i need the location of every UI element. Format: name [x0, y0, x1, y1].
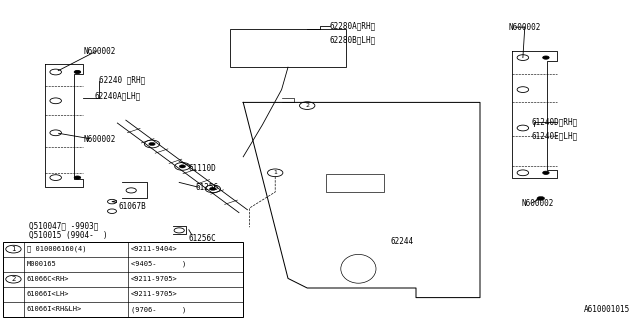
Text: 1: 1 [11, 246, 16, 252]
Bar [3, 242, 243, 317]
Circle shape [74, 70, 81, 74]
Text: 61067B: 61067B [118, 202, 146, 211]
Text: 1: 1 [273, 170, 277, 175]
Circle shape [543, 56, 549, 59]
Text: Q510047〈 -9903〉: Q510047〈 -9903〉 [29, 221, 98, 230]
Text: 62280A〈RH〉: 62280A〈RH〉 [330, 21, 376, 30]
Text: 62240 〈RH〉: 62240 〈RH〉 [99, 76, 145, 84]
Text: N600002: N600002 [83, 135, 116, 144]
Text: A610001015: A610001015 [584, 305, 630, 314]
Text: Ⓑ 010006160(4): Ⓑ 010006160(4) [27, 246, 86, 252]
Bar [230, 29, 346, 67]
Text: M000165: M000165 [27, 261, 56, 267]
Text: N600002: N600002 [83, 47, 116, 56]
Text: (9706-      ): (9706- ) [131, 306, 186, 313]
Bar [326, 174, 384, 192]
Text: <9211-9705>: <9211-9705> [131, 276, 178, 282]
Text: 2: 2 [305, 103, 309, 108]
Text: <9211-9705>: <9211-9705> [131, 291, 178, 297]
Text: 61240E〈LH〉: 61240E〈LH〉 [531, 132, 577, 140]
Text: 61110D: 61110D [189, 164, 216, 172]
Text: <9211-9404>: <9211-9404> [131, 246, 178, 252]
Text: 62244: 62244 [390, 237, 413, 246]
Text: N600002: N600002 [522, 199, 554, 208]
Text: 61066C<RH>: 61066C<RH> [27, 276, 69, 282]
Text: 2: 2 [12, 276, 15, 282]
Circle shape [179, 165, 186, 168]
Circle shape [74, 176, 81, 179]
Circle shape [210, 187, 216, 190]
Text: 61066I<LH>: 61066I<LH> [27, 291, 69, 297]
Text: 62240A〈LH〉: 62240A〈LH〉 [95, 92, 141, 100]
Text: 62280B〈LH〉: 62280B〈LH〉 [330, 36, 376, 44]
Text: 61256C: 61256C [189, 234, 216, 243]
Text: <9405-      ): <9405- ) [131, 261, 186, 268]
Circle shape [537, 196, 545, 200]
Text: N600002: N600002 [509, 23, 541, 32]
Text: 61066I<RH&LH>: 61066I<RH&LH> [27, 306, 82, 312]
Circle shape [543, 171, 549, 174]
Text: 61240D〈RH〉: 61240D〈RH〉 [531, 117, 577, 126]
Text: 61256: 61256 [195, 183, 218, 192]
Circle shape [149, 142, 155, 146]
Text: Q510015 (9904-  ): Q510015 (9904- ) [29, 231, 108, 240]
